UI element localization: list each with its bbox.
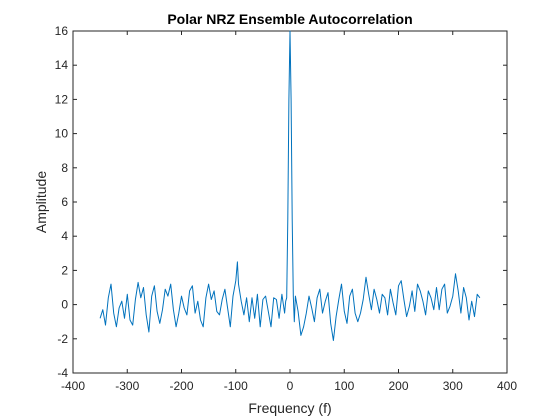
y-axis-label: Amplitude — [33, 171, 49, 233]
chart-title: Polar NRZ Ensemble Autocorrelation — [167, 11, 412, 27]
y-tick-label: -2 — [57, 332, 68, 346]
x-tick-label: -300 — [115, 379, 139, 393]
x-tick-label: -400 — [61, 379, 85, 393]
y-tick-label: 8 — [61, 161, 68, 175]
series-layer — [99, 30, 481, 341]
x-tick-label: 300 — [443, 379, 463, 393]
y-tick-label: 16 — [55, 24, 69, 38]
y-tick-label: 14 — [55, 58, 69, 72]
series-line — [99, 30, 481, 341]
axis-ticks — [72, 30, 508, 374]
y-tick-label: 4 — [61, 229, 68, 243]
y-tick-label: 10 — [55, 127, 69, 141]
x-tick-label: -200 — [169, 379, 193, 393]
x-axis-label: Frequency (f) — [248, 400, 331, 416]
y-tick-label: 12 — [55, 92, 69, 106]
y-tick-label: 6 — [61, 195, 68, 209]
plot-area — [72, 30, 508, 374]
y-tick-label: 2 — [61, 263, 68, 277]
y-tick-label: 0 — [61, 298, 68, 312]
x-tick-label: -100 — [224, 379, 248, 393]
x-tick-label: 400 — [497, 379, 517, 393]
axis-tick-labels: -400 -300 -200 -100 0 100 200 300 400 -4 -2 0 2 4 6 8 10… — [55, 24, 518, 393]
x-tick-label: 100 — [334, 379, 354, 393]
x-tick-label: 200 — [388, 379, 408, 393]
x-tick-label: 0 — [287, 379, 294, 393]
y-tick-label: -4 — [57, 366, 68, 380]
